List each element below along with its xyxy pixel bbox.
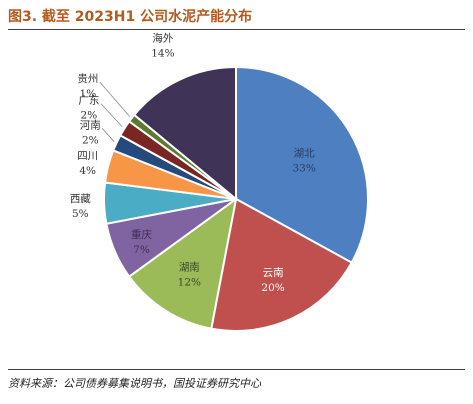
slice-value-label-5: 4% <box>79 165 96 177</box>
pie-chart: 湖北33%云南20%湖南12%重庆7%西藏5%四川4%河南2%广东2%贵州1%海… <box>70 32 369 332</box>
slice-name-label-2: 湖南 <box>179 261 200 274</box>
slice-value-label-3: 7% <box>133 244 150 256</box>
slice-name-label-5: 四川 <box>77 150 98 162</box>
slice-name-label-1: 云南 <box>263 266 284 279</box>
leader-line-7 <box>100 103 123 128</box>
slice-value-label-1: 20% <box>261 282 284 294</box>
leader-line-8 <box>99 81 130 117</box>
pie-slice-1 <box>210 197 354 332</box>
slice-name-label-8: 贵州 <box>77 72 98 85</box>
top-rule <box>8 29 465 30</box>
slice-value-label-8: 1% <box>80 88 97 100</box>
slice-name-label-9: 海外 <box>152 32 173 45</box>
slice-value-label-0: 33% <box>292 163 315 175</box>
slice-value-label-7: 2% <box>81 110 98 122</box>
slice-value-label-2: 12% <box>178 277 201 289</box>
source-note: 资料来源：公司债券募集说明书，国投证券研究中心 <box>8 377 261 390</box>
pie-slice-2 <box>127 196 238 330</box>
slice-name-label-4: 西藏 <box>70 193 91 205</box>
slice-name-label-0: 湖北 <box>294 148 315 160</box>
pie-slice-0 <box>235 65 369 264</box>
slice-value-label-4: 5% <box>72 208 89 220</box>
slice-value-label-9: 14% <box>151 48 174 60</box>
pie-slice-9 <box>132 65 237 202</box>
slice-name-label-7: 广东 <box>78 94 99 107</box>
slice-value-label-6: 2% <box>82 134 99 146</box>
leader-line-6 <box>101 128 115 142</box>
bottom-rule <box>8 369 465 370</box>
chart-title: 图3. 截至 2023H1 公司水泥产能分布 <box>8 9 253 25</box>
slice-name-label-6: 河南 <box>80 118 101 131</box>
slice-name-label-3: 重庆 <box>131 228 152 241</box>
